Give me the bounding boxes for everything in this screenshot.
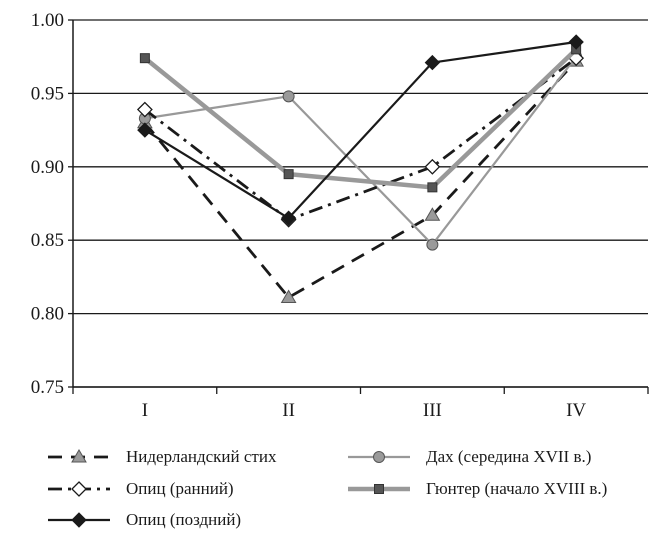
x-tick-label: I — [142, 400, 148, 421]
series-1 — [137, 53, 584, 303]
y-tick-label: 0.85 — [31, 230, 64, 251]
y-tick-label: 0.95 — [31, 83, 64, 104]
legend-item: Нидерландский стих — [48, 447, 277, 466]
y-tick-label: 0.90 — [31, 157, 64, 178]
series-line — [144, 57, 577, 222]
data-point — [136, 101, 153, 118]
series-line — [144, 56, 577, 246]
legend-marker — [71, 481, 87, 497]
legend-marker — [71, 512, 87, 528]
y-tick-label: 1.00 — [31, 10, 64, 31]
data-point — [426, 238, 439, 251]
data-point — [424, 54, 441, 71]
legend-item: Дах (середина XVII в.) — [348, 447, 591, 466]
x-tick-label: II — [282, 400, 295, 421]
series-lines — [136, 34, 585, 303]
legend-label: Гюнтер (начало XVIII в.) — [426, 479, 607, 498]
legend-label: Нидерландский стих — [126, 447, 277, 466]
series-2 — [138, 50, 583, 251]
series-line — [144, 40, 577, 220]
legend-label: Опиц (поздний) — [126, 510, 241, 529]
data-point — [137, 122, 153, 138]
axes — [68, 19, 649, 394]
legend-marker — [374, 484, 384, 494]
legend-marker — [71, 449, 87, 463]
data-point — [280, 289, 297, 303]
data-point — [424, 207, 441, 221]
data-point — [283, 169, 294, 180]
data-point — [568, 34, 584, 50]
data-point — [282, 90, 295, 103]
x-tick-labels: I II III IV — [142, 400, 587, 421]
y-tick-labels: 0.75 0.80 0.85 0.90 0.95 1.00 — [31, 10, 64, 398]
series-5 — [137, 34, 584, 226]
legend-label: Дах (середина XVII в.) — [426, 447, 591, 466]
series-line — [143, 47, 578, 190]
y-tick-label: 0.80 — [31, 304, 64, 325]
legend-item: Опиц (поздний) — [48, 510, 241, 529]
data-point — [280, 210, 297, 226]
legend-item: Опиц (ранний) — [48, 479, 234, 498]
y-tick-label: 0.75 — [31, 377, 64, 398]
x-tick-label: III — [423, 400, 442, 421]
data-point — [424, 158, 441, 175]
x-tick-label: IV — [566, 400, 586, 421]
legend-marker — [373, 451, 385, 463]
series-line — [143, 60, 578, 299]
legend: Нидерландский стих Дах (середина XVII в.)… — [48, 447, 607, 529]
legend-item: Гюнтер (начало XVIII в.) — [348, 479, 607, 498]
legend-label: Опиц (ранний) — [126, 479, 234, 498]
data-point — [427, 182, 438, 193]
data-point — [139, 53, 150, 64]
